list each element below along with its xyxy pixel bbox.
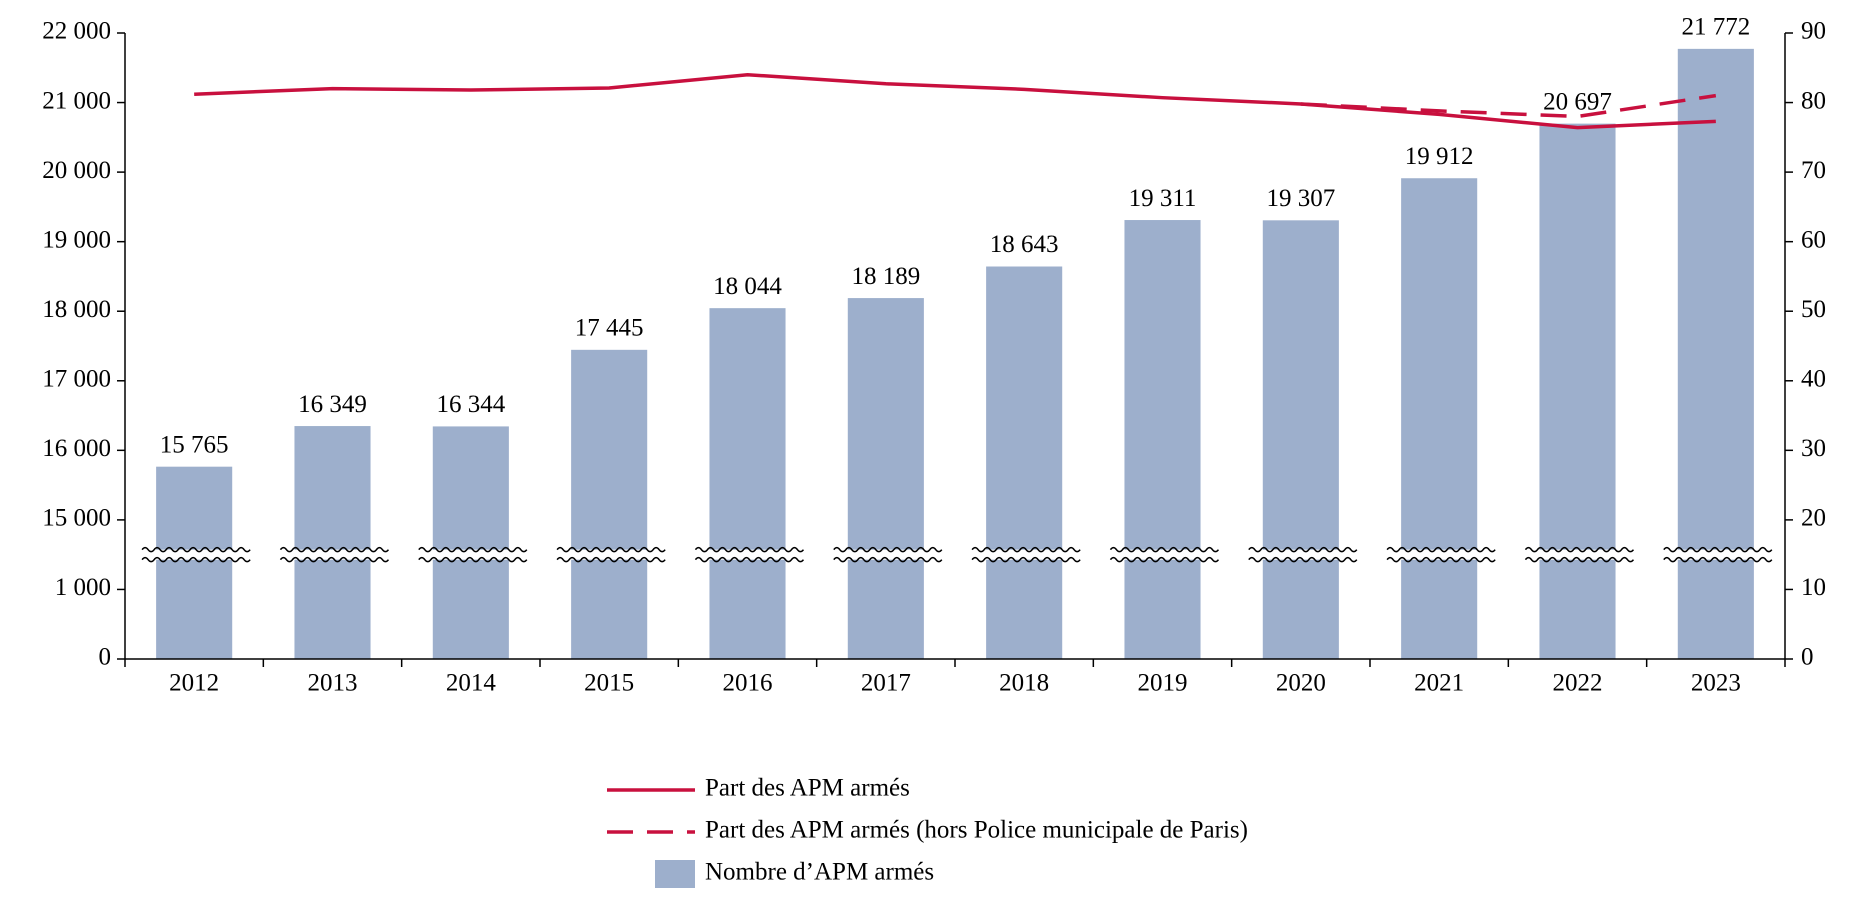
axis-break: [141, 556, 251, 563]
line: [194, 72, 1716, 130]
axis-break: [1524, 546, 1635, 553]
legend-label: Part des APM armés: [705, 775, 910, 802]
y-tick-label: 20 000: [42, 157, 111, 184]
bar: [432, 426, 509, 659]
axis-break-gap: [1671, 549, 1760, 560]
y2-tick-label: 50: [1801, 296, 1826, 323]
axis-break: [971, 546, 1081, 553]
y-tick-label: 0: [99, 644, 112, 671]
axis-break: [556, 546, 666, 553]
y2-tick-label: 20: [1801, 505, 1826, 532]
y-tick-label: 17 000: [42, 366, 111, 393]
axis-break: [141, 546, 251, 553]
value-label: 18 643: [990, 231, 1059, 258]
axis-break: [1386, 556, 1496, 563]
axis-break-gap: [703, 549, 792, 560]
bar: [571, 349, 648, 659]
legend-label: Nombre d’APM armés: [705, 859, 934, 886]
legend-label: Part des APM armés (hors Police municipa…: [705, 817, 1248, 844]
y-tick-label: 15 000: [42, 505, 111, 532]
axis-break: [1524, 556, 1635, 563]
bar: [156, 466, 233, 659]
y-tick-label: 1 000: [55, 574, 111, 601]
axis-break-gap: [1395, 549, 1484, 560]
legend-swatch: [655, 860, 695, 888]
dashed-line: [1300, 93, 1717, 119]
value-label: 17 445: [575, 315, 644, 342]
axis-break-gap: [426, 549, 515, 560]
axis-break: [694, 546, 805, 553]
x-tick-label: 2023: [1691, 670, 1741, 697]
value-label: 19 307: [1266, 185, 1335, 212]
axis-break: [279, 546, 390, 553]
y2-tick-label: 10: [1801, 574, 1826, 601]
value-label: 21 772: [1681, 14, 1750, 41]
bar: [1677, 48, 1754, 660]
y2-tick-label: 60: [1801, 226, 1826, 253]
bar: [986, 266, 1063, 659]
axis-break-gap: [150, 549, 239, 560]
axis-break: [833, 556, 943, 563]
axis-break-gap: [565, 549, 654, 560]
axis-break: [1109, 546, 1220, 553]
x-tick-label: 2018: [999, 670, 1049, 697]
x-tick-label: 2014: [446, 670, 497, 697]
value-label: 16 349: [298, 391, 367, 418]
bar: [847, 298, 924, 659]
value-label: 18 044: [713, 273, 782, 300]
value-label: 16 344: [436, 391, 505, 418]
bar: [1124, 220, 1201, 659]
axis-break: [1663, 556, 1773, 563]
axis-break: [833, 546, 943, 553]
value-label: 19 912: [1405, 143, 1474, 170]
axis-break: [1109, 556, 1220, 563]
axis-break-gap: [1256, 549, 1345, 560]
bar: [1539, 123, 1616, 660]
y2-tick-label: 80: [1801, 87, 1826, 114]
axis-break-gap: [980, 549, 1069, 560]
axis-break: [556, 556, 666, 563]
value-label: 20 697: [1543, 88, 1612, 115]
y-tick-label: 19 000: [42, 226, 111, 253]
x-tick-label: 2019: [1138, 670, 1188, 697]
x-tick-label: 2015: [584, 670, 634, 697]
x-tick-label: 2021: [1414, 670, 1464, 697]
axis-break: [1248, 546, 1358, 553]
bar: [1401, 178, 1478, 659]
axis-break: [418, 546, 528, 553]
bar: [294, 426, 371, 659]
axis-break: [971, 556, 1081, 563]
axis-break: [694, 556, 805, 563]
axis-break-gap: [1533, 549, 1622, 560]
x-tick-label: 2022: [1553, 670, 1603, 697]
value-label: 15 765: [160, 431, 229, 458]
value-label: 19 311: [1129, 185, 1197, 212]
x-tick-label: 2012: [169, 670, 219, 697]
y2-tick-label: 40: [1801, 366, 1826, 393]
axis-break: [1386, 546, 1496, 553]
y2-tick-label: 30: [1801, 435, 1826, 462]
axis-break: [1248, 556, 1358, 563]
y2-tick-label: 90: [1801, 18, 1826, 45]
bar: [709, 308, 786, 659]
x-tick-label: 2017: [861, 670, 911, 697]
y-tick-label: 16 000: [42, 435, 111, 462]
axis-break: [279, 556, 390, 563]
axis-break-gap: [288, 549, 377, 560]
axis-break-gap: [1118, 549, 1207, 560]
axis-break-gap: [841, 549, 930, 560]
bar: [1262, 220, 1339, 659]
x-tick-label: 2016: [723, 670, 773, 697]
x-tick-label: 2013: [308, 670, 358, 697]
y2-tick-label: 0: [1801, 644, 1814, 671]
y2-tick-label: 70: [1801, 157, 1826, 184]
y-tick-label: 18 000: [42, 296, 111, 323]
y-tick-label: 22 000: [42, 18, 111, 45]
axis-break: [418, 556, 528, 563]
x-tick-label: 2020: [1276, 670, 1326, 697]
axis-break: [1663, 546, 1773, 553]
value-label: 18 189: [851, 263, 920, 290]
y-tick-label: 21 000: [42, 87, 111, 114]
